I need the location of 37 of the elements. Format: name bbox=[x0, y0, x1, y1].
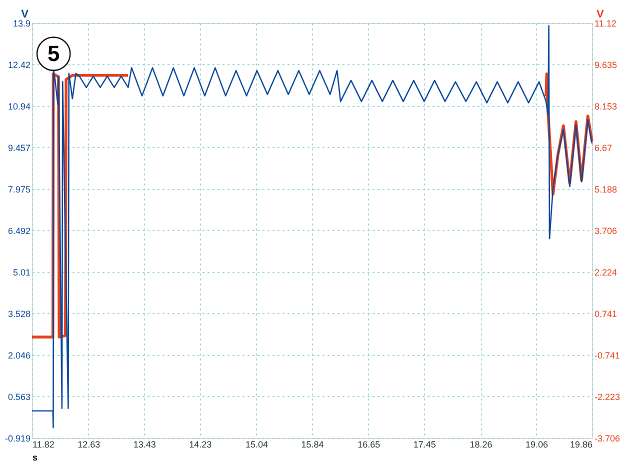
y2-tick-label: 8.153 bbox=[594, 102, 618, 112]
x-tick-label: 17.45 bbox=[413, 440, 436, 450]
y-tick-label: 2.046 bbox=[8, 350, 30, 360]
y2-tick-label: 9.635 bbox=[594, 60, 618, 70]
y2-tick-label: 5.188 bbox=[594, 184, 618, 195]
y2-tick-label: 6.67 bbox=[594, 143, 612, 154]
y2-tick-label: -3.706 bbox=[594, 434, 620, 444]
y2-tick-label: 3.706 bbox=[594, 226, 618, 236]
y2-axis-title: V bbox=[596, 8, 604, 20]
x-tick-label: 14.23 bbox=[189, 440, 212, 450]
x-tick-label: 19.86 bbox=[570, 440, 592, 450]
y-tick-label: 0.563 bbox=[8, 392, 30, 402]
y-tick-label: 12.42 bbox=[8, 60, 30, 70]
y-tick-label: 13.9 bbox=[12, 18, 30, 28]
y2-tick-label: 11.12 bbox=[594, 18, 616, 28]
y-axis-title: V bbox=[21, 8, 30, 20]
y2-tick-label: 2.224 bbox=[594, 268, 618, 278]
y-tick-label: 7.975 bbox=[8, 184, 30, 194]
y-tick-label: 3.528 bbox=[8, 308, 30, 319]
y2-tick-label: -2.223 bbox=[594, 392, 620, 402]
x-tick-label: 13.43 bbox=[133, 440, 156, 450]
y-tick-label: 10.94 bbox=[8, 101, 30, 112]
y2-tick-label: -0.741 bbox=[594, 350, 620, 361]
x-tick-label: 18.26 bbox=[470, 440, 492, 450]
y-tick-label: 5.01 bbox=[12, 267, 30, 278]
y-tick-label: -0.919 bbox=[4, 434, 30, 444]
x-tick-label: 15.84 bbox=[301, 440, 324, 450]
y2-tick-label: 0.741 bbox=[594, 309, 618, 320]
x-tick-label: 11.82 bbox=[32, 440, 54, 450]
y-tick-label: 6.492 bbox=[8, 226, 30, 236]
annotation: 5 bbox=[47, 40, 60, 66]
x-axis-title: s bbox=[32, 452, 38, 462]
x-tick-label: 19.06 bbox=[526, 440, 548, 450]
x-tick-label: 12.63 bbox=[78, 440, 100, 450]
x-tick-label: 15.04 bbox=[246, 440, 268, 450]
y-tick-label: 9.457 bbox=[8, 142, 30, 153]
x-tick-label: 16.65 bbox=[358, 440, 380, 450]
